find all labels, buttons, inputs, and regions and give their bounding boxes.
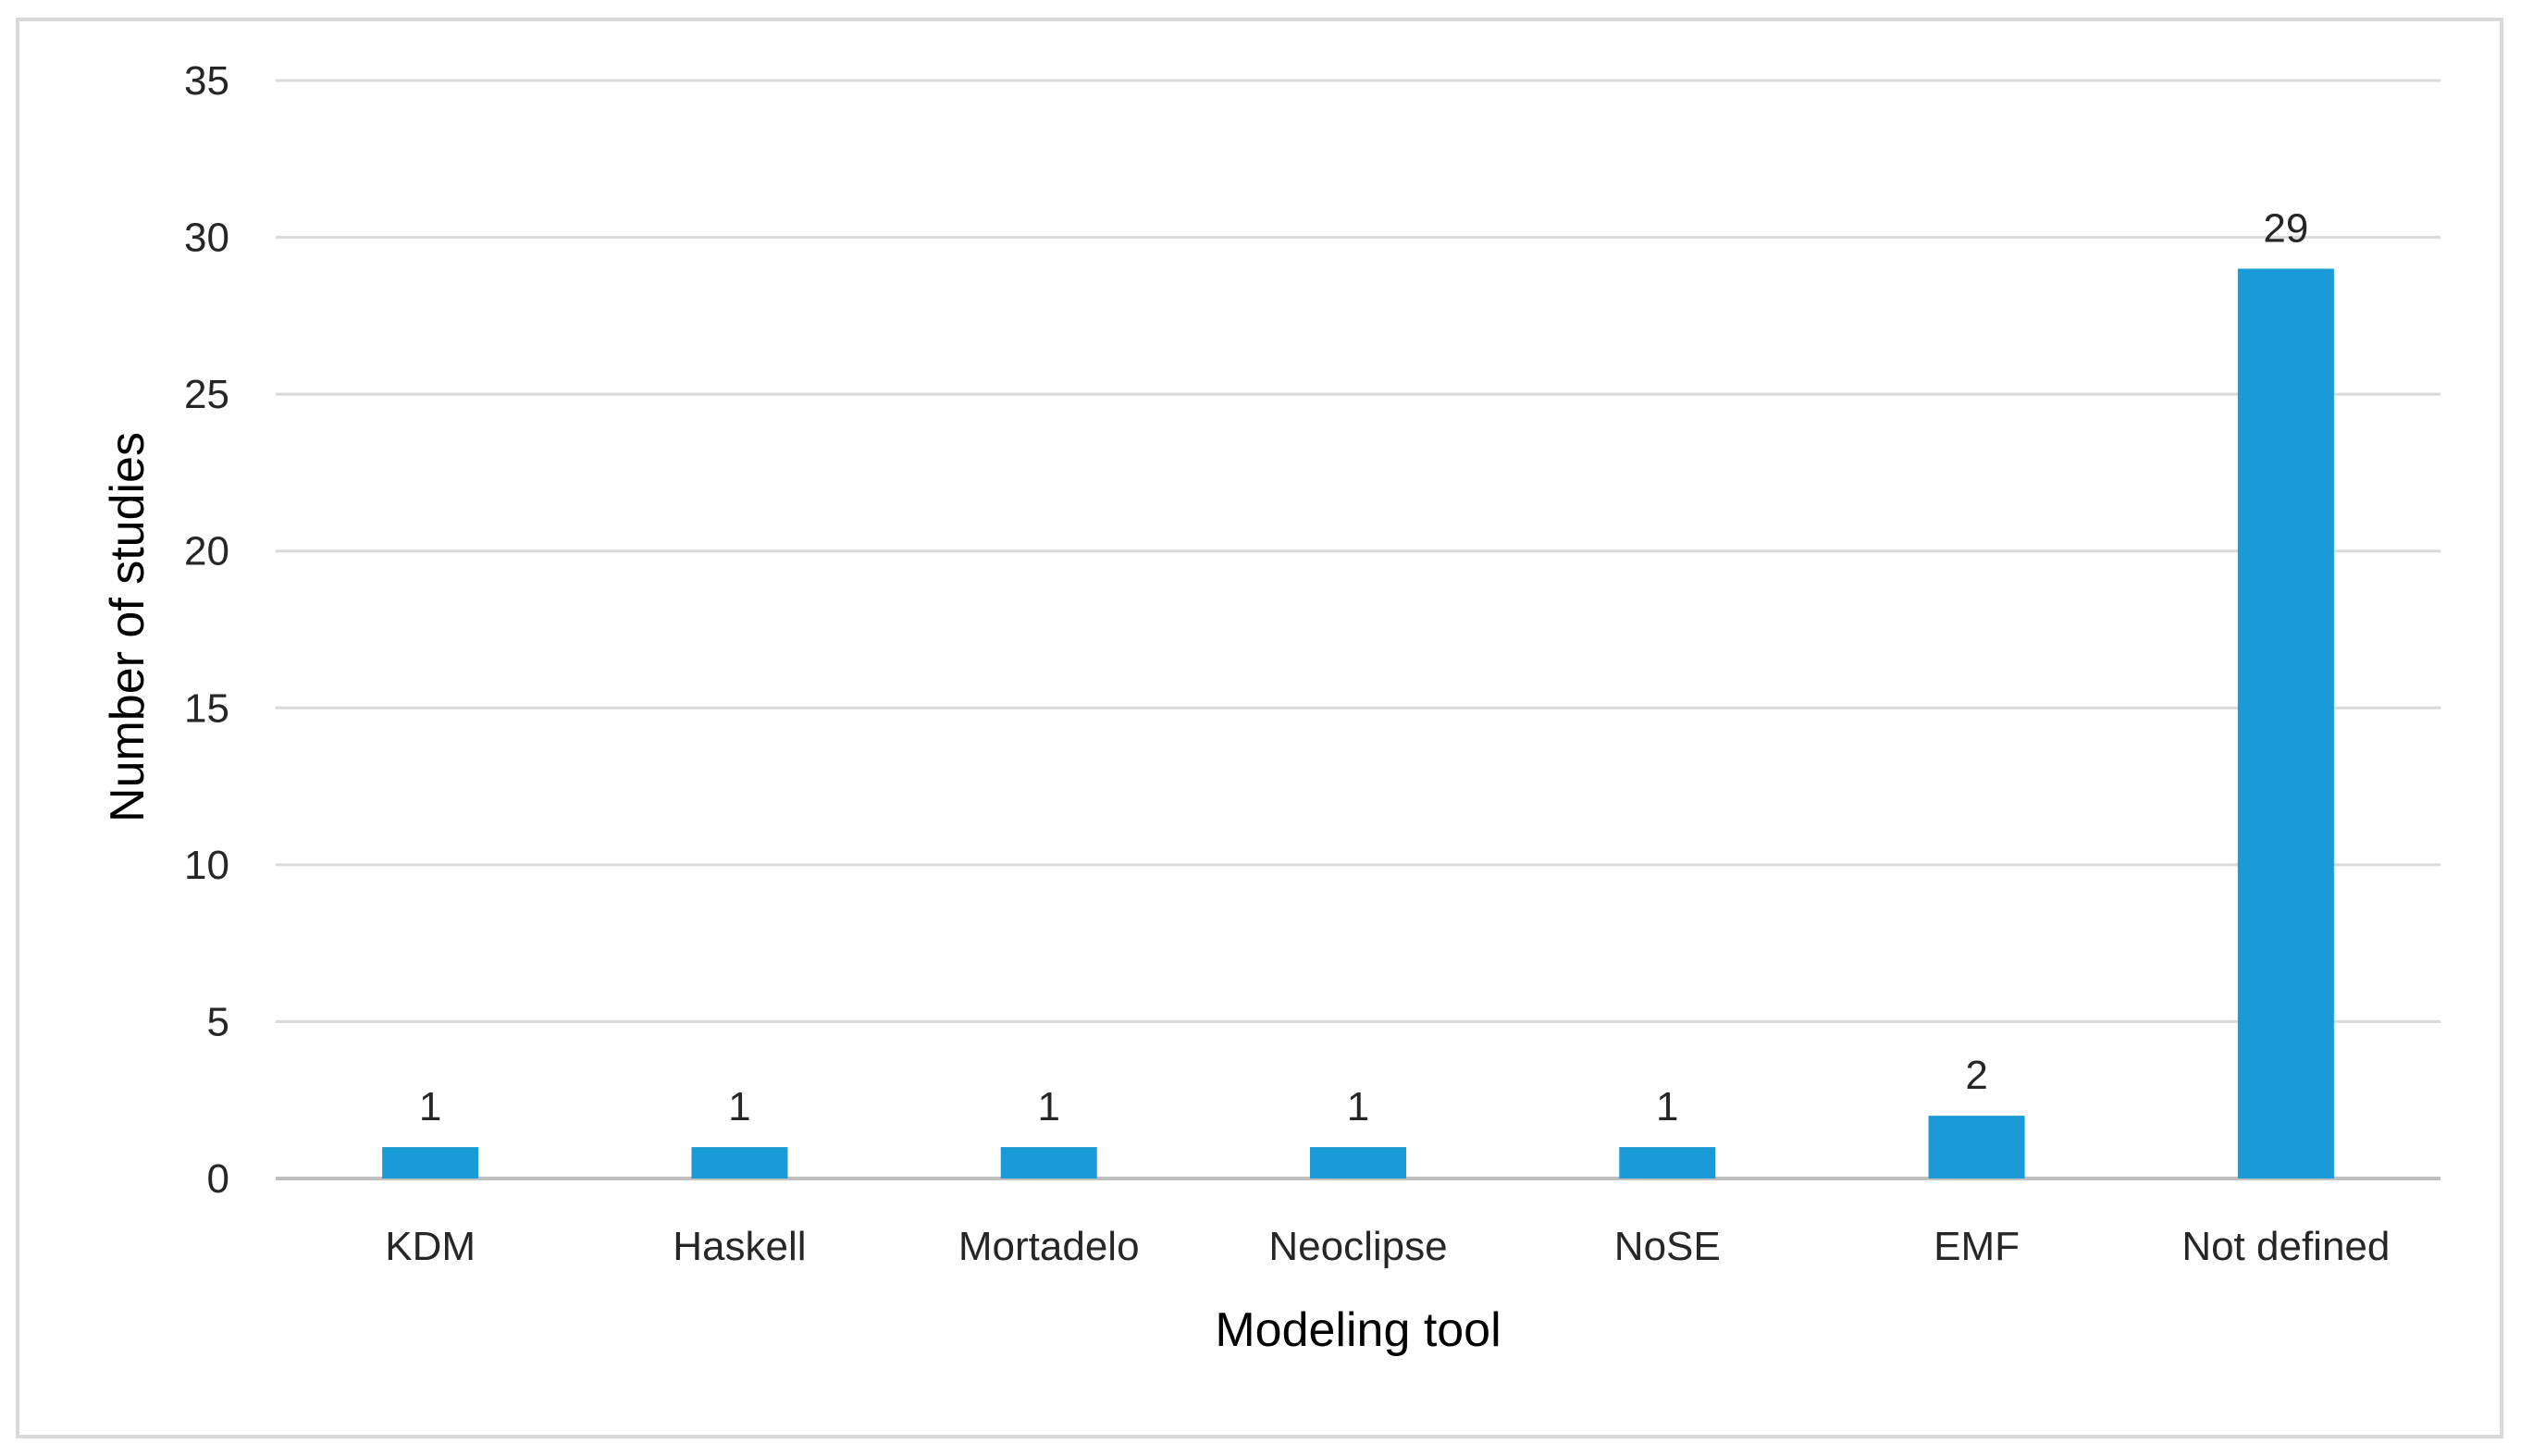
- x-axis-title: Modeling tool: [1215, 1303, 1501, 1357]
- data-label: 1: [1656, 1084, 1678, 1129]
- data-label: 1: [1347, 1084, 1369, 1129]
- x-tick-label: Not defined: [2181, 1224, 2390, 1269]
- bar-nose: [1619, 1147, 1716, 1178]
- data-label: 1: [1037, 1084, 1059, 1129]
- bar-kdm: [382, 1147, 479, 1178]
- bar-emf: [1928, 1116, 2025, 1178]
- y-tick-label: 5: [207, 999, 229, 1044]
- y-tick-label: 35: [184, 58, 229, 104]
- y-tick-label: 15: [184, 685, 229, 731]
- x-tick-label: NoSE: [1614, 1224, 1721, 1269]
- data-label: 1: [728, 1084, 750, 1129]
- y-tick-label: 0: [207, 1156, 229, 1202]
- chart-frame: [16, 18, 2503, 1438]
- y-tick-label: 20: [184, 529, 229, 574]
- y-tick-label: 25: [184, 372, 229, 417]
- gridlines: [276, 79, 2441, 1180]
- x-tick-label: Mortadelo: [958, 1224, 1140, 1269]
- data-label: 1: [419, 1084, 441, 1129]
- x-axis-tick-labels: KDM Haskell Mortadelo Neoclipse NoSE EMF Not d…: [385, 1224, 2390, 1269]
- bars: [382, 268, 2334, 1178]
- bar-haskell: [691, 1147, 788, 1178]
- data-labels: 1 1 1 1 1 2 29: [419, 205, 2308, 1129]
- data-label: 2: [1965, 1053, 1987, 1098]
- bar-neoclipse: [1310, 1147, 1406, 1178]
- bar-not-defined: [2237, 268, 2334, 1178]
- x-tick-label: KDM: [385, 1224, 476, 1269]
- x-tick-label: EMF: [1934, 1224, 2020, 1269]
- x-tick-label: Neoclipse: [1268, 1224, 1447, 1269]
- data-label: 29: [2263, 205, 2308, 251]
- y-axis-title: Number of studies: [101, 432, 154, 822]
- y-axis-tick-labels: 0 5 10 15 20 25 30 35: [184, 58, 229, 1202]
- x-tick-label: Haskell: [673, 1224, 806, 1269]
- y-tick-label: 10: [184, 843, 229, 888]
- bar-mortadelo: [1000, 1147, 1097, 1178]
- y-tick-label: 30: [184, 216, 229, 261]
